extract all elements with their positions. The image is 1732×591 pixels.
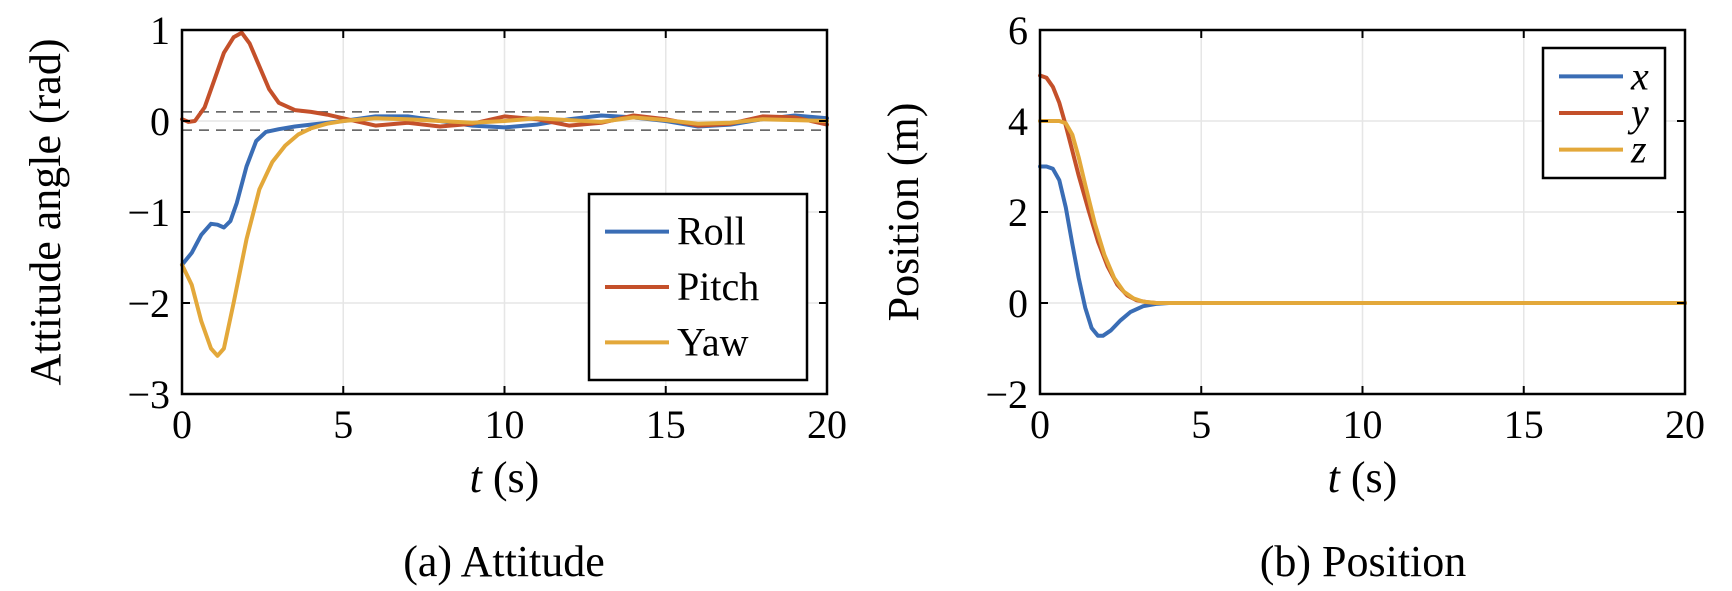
x-tick-label: 0 [172,402,192,447]
y-axis-label: Position (m) [879,103,928,322]
legend-label-yaw: Yaw [677,319,749,364]
legend-label-pitch: Pitch [677,264,759,309]
y-tick-label: −1 [127,190,170,235]
y-axis-label: Attitude angle (rad) [21,39,70,386]
y-tick-label: 1 [150,8,170,53]
x-tick-label: 20 [1665,402,1705,447]
legend: xyz [1541,46,1667,180]
legend-label-x: x [1630,53,1649,98]
x-axis-label: t (s) [470,453,540,502]
y-tick-label: −2 [985,372,1028,417]
y-tick-label: −3 [127,372,170,417]
series-line-yaw [180,115,829,358]
x-tick-label: 10 [1343,402,1383,447]
y-tick-label: 2 [1008,190,1028,235]
series-line-z [1038,119,1687,305]
y-tick-label: 0 [1008,281,1028,326]
y-tick-label: 6 [1008,8,1028,53]
x-tick-label: 15 [1504,402,1544,447]
x-tick-label: 20 [807,402,847,447]
x-tick-label: 15 [646,402,686,447]
legend-label-z: z [1630,127,1647,172]
x-tick-label: 10 [485,402,525,447]
y-tick-label: −2 [127,281,170,326]
y-tick-label: 0 [150,99,170,144]
y-tick-label: 4 [1008,99,1028,144]
chart-caption: (b) Position [1260,537,1467,586]
legend-label-roll: Roll [677,209,746,254]
legend-label-y: y [1627,90,1649,135]
legend: Roll Pitch Yaw [587,192,809,382]
x-axis-label: t (s) [1328,453,1398,502]
chart-caption: (a) Attitude [403,537,605,586]
x-tick-label: 5 [333,402,353,447]
x-tick-label: 5 [1191,402,1211,447]
x-tick-label: 0 [1030,402,1050,447]
